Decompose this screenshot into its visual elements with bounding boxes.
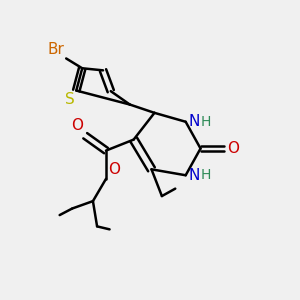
Text: O: O bbox=[71, 118, 83, 134]
Text: O: O bbox=[227, 141, 239, 156]
Text: H: H bbox=[201, 168, 211, 182]
Text: N: N bbox=[188, 114, 200, 129]
Text: O: O bbox=[108, 162, 120, 177]
Text: H: H bbox=[201, 115, 211, 129]
Text: S: S bbox=[65, 92, 75, 107]
Text: N: N bbox=[188, 168, 200, 183]
Text: Br: Br bbox=[48, 42, 65, 57]
